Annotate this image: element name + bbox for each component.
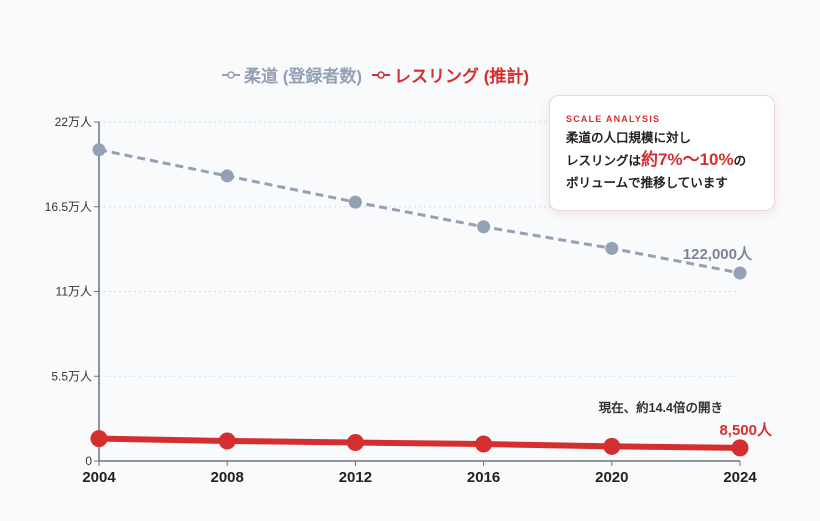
data-point	[731, 439, 749, 457]
legend-line-icon	[372, 70, 391, 79]
scale-analysis-callout: SCALE ANALYSIS 柔道の人口規模に対し レスリングは約7%〜10%の…	[549, 95, 775, 211]
x-tick-label: 2024	[723, 469, 757, 486]
legend-item-judo[interactable]: 柔道 (登録者数)	[222, 62, 362, 87]
callout-text: レスリングは	[566, 154, 642, 168]
data-point	[92, 143, 106, 157]
legend-line-icon	[222, 70, 240, 79]
data-point	[475, 435, 493, 453]
data-point	[90, 430, 108, 448]
x-tick-label: 2012	[339, 469, 372, 486]
callout-line-2: レスリングは約7%〜10%の	[566, 150, 758, 169]
data-point	[348, 195, 362, 209]
y-tick-label: 22万人	[55, 115, 92, 129]
y-tick-label: 11万人	[56, 285, 92, 299]
data-point	[605, 241, 619, 255]
legend-label: レスリング (推計)	[394, 67, 530, 86]
x-tick-label: 2016	[467, 469, 500, 486]
legend-item-wrestling[interactable]: レスリング (推計)	[372, 62, 529, 87]
data-point	[218, 432, 236, 450]
data-point	[220, 169, 234, 183]
x-tick-label: 2004	[82, 469, 116, 486]
gap-annotation: 現在、約14.4倍の開き	[599, 400, 723, 415]
judo-end-label: 122,000人	[683, 246, 753, 263]
data-point	[346, 434, 364, 452]
legend-label: 柔道 (登録者数)	[244, 67, 363, 86]
series-line-1	[98, 435, 741, 451]
data-point	[733, 266, 747, 280]
y-tick-label: 16.5万人	[45, 200, 92, 214]
x-tick-label: 2008	[211, 469, 244, 486]
y-tick-label: 0	[85, 454, 92, 468]
legend: 柔道 (登録者数) レスリング (推計)	[222, 62, 529, 87]
x-tick-label: 2020	[595, 469, 628, 486]
data-point	[603, 437, 621, 455]
callout-text: の	[733, 154, 747, 168]
series-line-0	[98, 148, 741, 275]
callout-line-1: 柔道の人口規模に対し	[566, 131, 692, 145]
y-tick-label: 5.5万人	[51, 369, 92, 383]
callout-line-3: ボリュームで推移しています	[566, 176, 728, 190]
callout-highlight: 約7%〜10%	[641, 150, 734, 169]
callout-title: SCALE ANALYSIS	[566, 114, 661, 124]
wrestling-end-label: 8,500人	[719, 422, 773, 439]
data-point	[477, 220, 491, 234]
